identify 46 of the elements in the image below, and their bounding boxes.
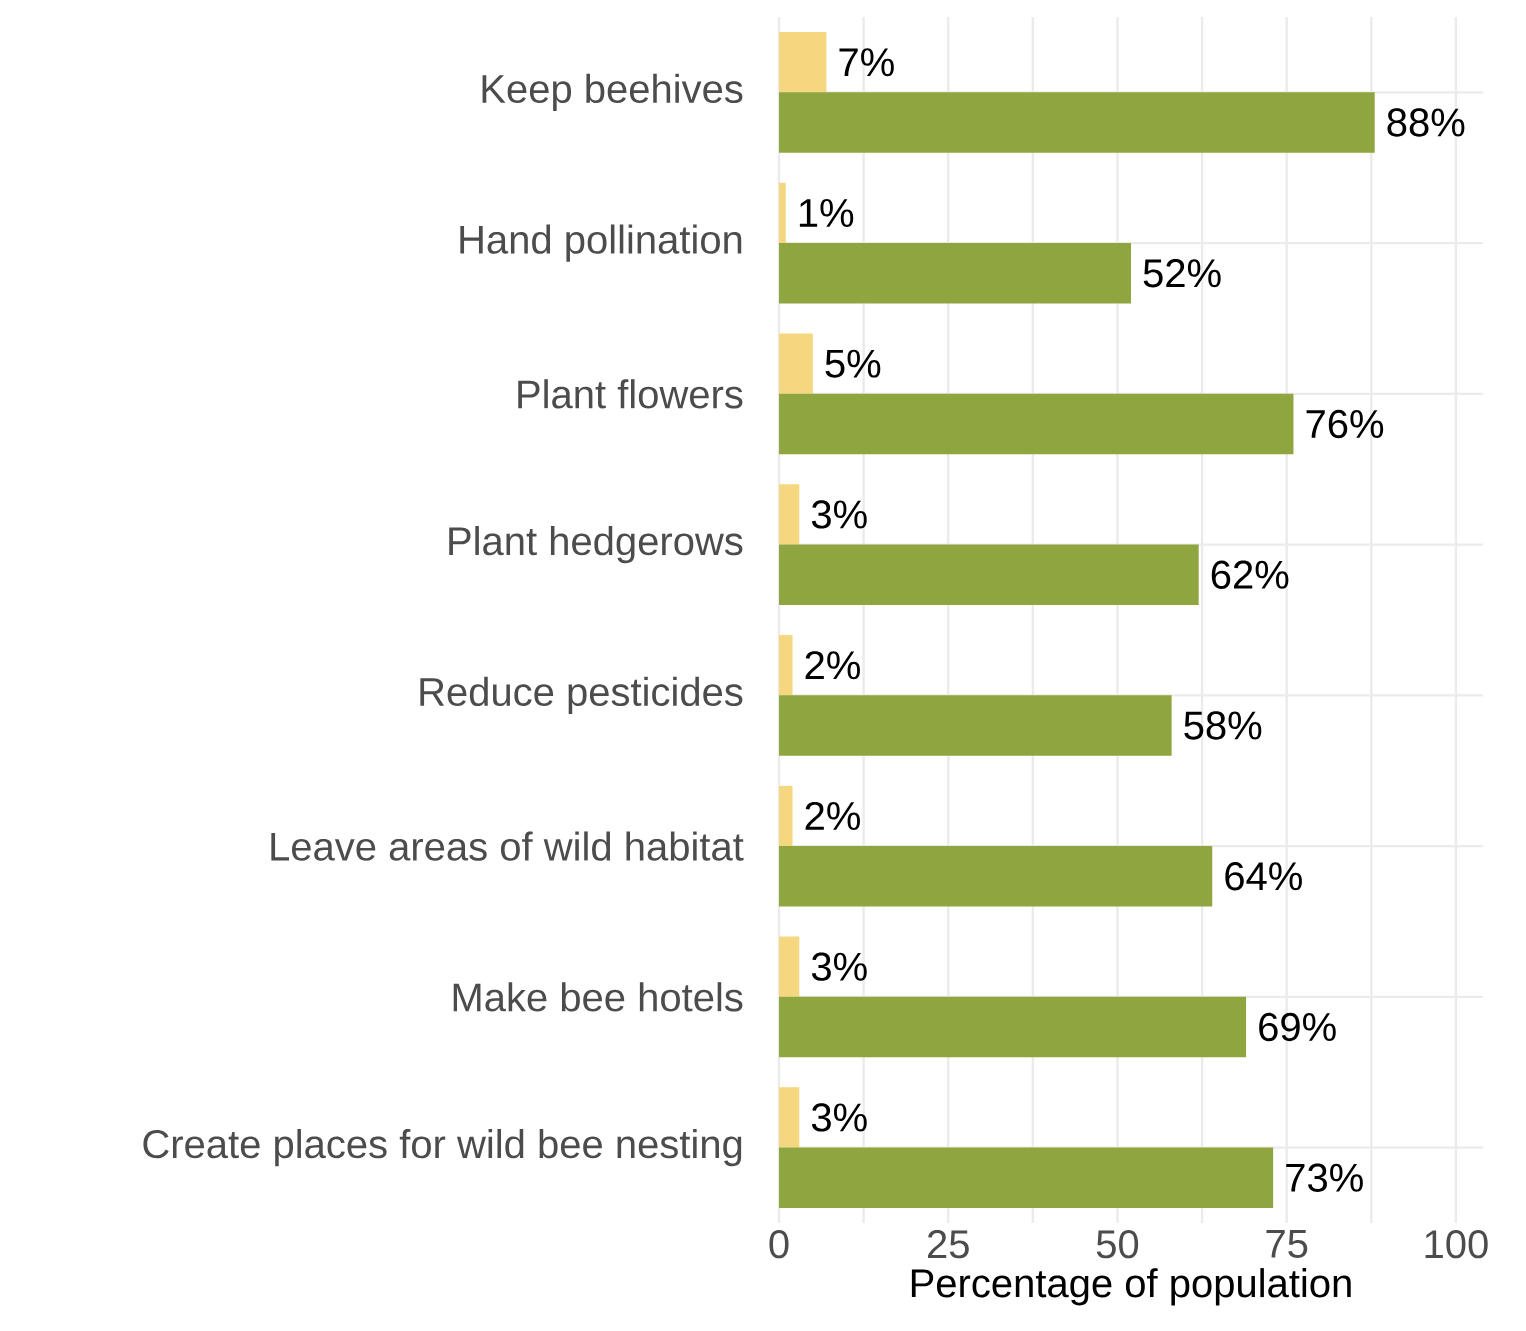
bar <box>779 243 1131 304</box>
data-label: 88% <box>1387 108 1465 137</box>
bar <box>779 544 1199 605</box>
data-label: 64% <box>1225 862 1302 891</box>
y-tick-label: Create places for wild bee nesting <box>143 1128 742 1167</box>
bar <box>779 32 827 93</box>
y-tick-label: Reduce pesticides <box>420 676 743 715</box>
data-label: 58% <box>1184 711 1262 740</box>
y-tick-label: Plant flowers <box>518 379 743 409</box>
x-tick-label: 100 <box>1425 1230 1488 1259</box>
data-label: 76% <box>1306 409 1384 439</box>
data-label: 3% <box>811 952 867 981</box>
data-label: 3% <box>811 500 867 529</box>
bar <box>779 936 800 997</box>
bar <box>779 846 1213 907</box>
y-tick-label: Plant hedgerows <box>449 525 743 564</box>
y-tick-label: Keep beehives <box>482 73 743 112</box>
x-tick-label: 75 <box>1266 1230 1308 1258</box>
y-tick-label: Hand pollination <box>460 224 742 262</box>
bar <box>779 393 1294 455</box>
data-label: 2% <box>805 651 860 680</box>
bar <box>779 182 786 244</box>
bar <box>779 1087 800 1148</box>
x-tick-label: 25 <box>928 1230 969 1259</box>
x-axis-title: Percentage of population <box>911 1268 1351 1306</box>
bar <box>779 635 793 696</box>
data-label: 3% <box>811 1103 867 1132</box>
bar <box>779 333 813 394</box>
bar <box>779 92 1375 153</box>
bar <box>779 484 800 545</box>
data-label: 69% <box>1259 1012 1336 1042</box>
bar <box>779 1147 1274 1208</box>
bar <box>779 695 1172 756</box>
x-tick-label: 0 <box>769 1230 789 1259</box>
bar <box>779 996 1247 1058</box>
data-label: 73% <box>1286 1163 1363 1192</box>
bar <box>779 785 793 847</box>
data-label: 1% <box>799 198 854 227</box>
data-label: 52% <box>1143 259 1221 288</box>
data-label: 7% <box>839 48 894 77</box>
y-tick-label: Leave areas of wild habitat <box>271 831 744 861</box>
data-label: 62% <box>1211 560 1289 589</box>
y-tick-label: Make bee hotels <box>453 982 743 1012</box>
data-label: 5% <box>825 349 881 378</box>
x-tick-label: 50 <box>1096 1230 1139 1259</box>
data-label: 2% <box>805 801 860 831</box>
